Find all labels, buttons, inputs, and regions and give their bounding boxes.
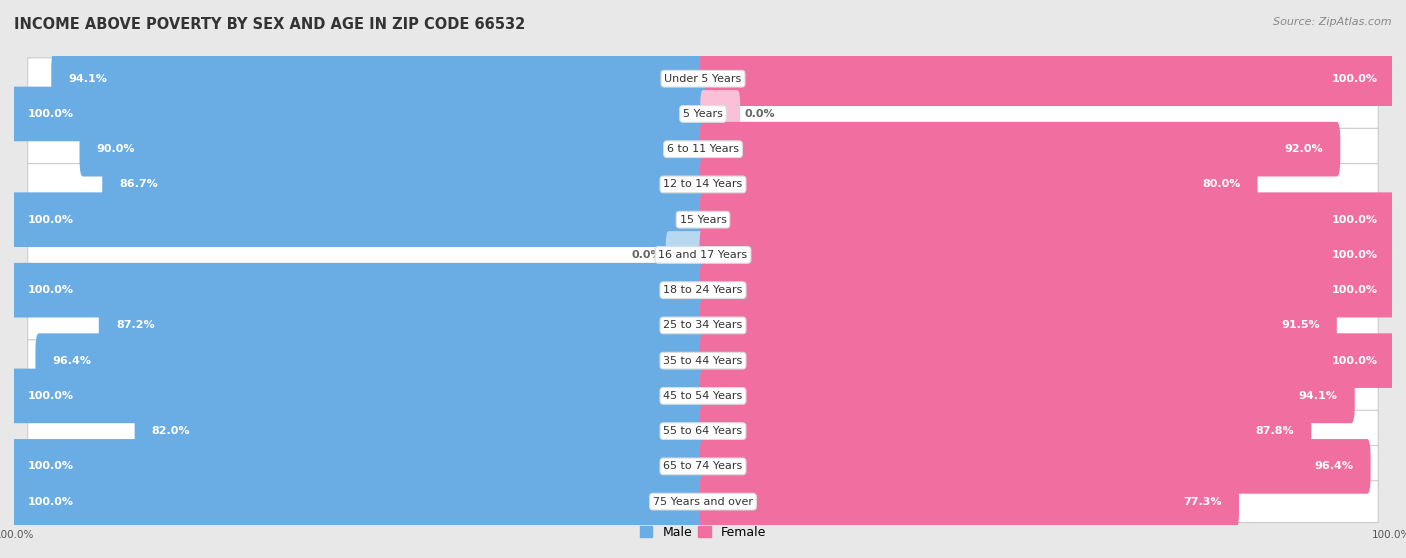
Text: 100.0%: 100.0% [28,391,75,401]
Text: 55 to 64 Years: 55 to 64 Years [664,426,742,436]
Text: 100.0%: 100.0% [28,285,75,295]
FancyBboxPatch shape [28,234,1378,276]
Text: 0.0%: 0.0% [631,250,662,260]
FancyBboxPatch shape [80,122,706,176]
Text: Under 5 Years: Under 5 Years [665,74,741,84]
FancyBboxPatch shape [28,58,1378,99]
FancyBboxPatch shape [28,93,1378,135]
Text: 92.0%: 92.0% [1285,144,1323,154]
FancyBboxPatch shape [700,263,1395,318]
Text: 100.0%: 100.0% [28,497,75,507]
FancyBboxPatch shape [700,193,1395,247]
Text: 12 to 14 Years: 12 to 14 Years [664,180,742,189]
Text: 25 to 34 Years: 25 to 34 Years [664,320,742,330]
Text: 100.0%: 100.0% [1331,355,1378,365]
Text: 80.0%: 80.0% [1202,180,1240,189]
FancyBboxPatch shape [700,404,1312,459]
Text: 82.0%: 82.0% [152,426,190,436]
FancyBboxPatch shape [11,439,706,494]
FancyBboxPatch shape [28,445,1378,487]
Text: 94.1%: 94.1% [69,74,107,84]
FancyBboxPatch shape [28,340,1378,382]
FancyBboxPatch shape [700,122,1340,176]
FancyBboxPatch shape [98,298,706,353]
FancyBboxPatch shape [28,270,1378,311]
FancyBboxPatch shape [11,193,706,247]
Text: 100.0%: 100.0% [28,215,75,225]
FancyBboxPatch shape [103,157,706,211]
FancyBboxPatch shape [28,163,1378,205]
FancyBboxPatch shape [700,474,1239,529]
FancyBboxPatch shape [28,410,1378,452]
Text: 75 Years and over: 75 Years and over [652,497,754,507]
Text: 96.4%: 96.4% [52,355,91,365]
FancyBboxPatch shape [28,199,1378,240]
Text: 87.8%: 87.8% [1256,426,1294,436]
FancyBboxPatch shape [28,128,1378,170]
Text: 90.0%: 90.0% [97,144,135,154]
FancyBboxPatch shape [700,369,1355,423]
FancyBboxPatch shape [700,157,1257,211]
Legend: Male, Female: Male, Female [636,521,770,544]
FancyBboxPatch shape [35,333,706,388]
FancyBboxPatch shape [11,474,706,529]
Text: 35 to 44 Years: 35 to 44 Years [664,355,742,365]
Text: 86.7%: 86.7% [120,180,159,189]
FancyBboxPatch shape [666,231,706,278]
FancyBboxPatch shape [51,51,706,106]
FancyBboxPatch shape [700,333,1395,388]
FancyBboxPatch shape [11,86,706,141]
Text: 96.4%: 96.4% [1315,461,1354,472]
Text: 100.0%: 100.0% [1331,285,1378,295]
Text: 94.1%: 94.1% [1299,391,1337,401]
FancyBboxPatch shape [700,51,1395,106]
Text: INCOME ABOVE POVERTY BY SEX AND AGE IN ZIP CODE 66532: INCOME ABOVE POVERTY BY SEX AND AGE IN Z… [14,17,526,32]
Text: 87.2%: 87.2% [117,320,155,330]
Text: 100.0%: 100.0% [1331,215,1378,225]
Text: 91.5%: 91.5% [1281,320,1320,330]
FancyBboxPatch shape [11,369,706,423]
Text: 65 to 74 Years: 65 to 74 Years [664,461,742,472]
Text: 15 Years: 15 Years [679,215,727,225]
FancyBboxPatch shape [28,375,1378,417]
Text: 6 to 11 Years: 6 to 11 Years [666,144,740,154]
Text: 18 to 24 Years: 18 to 24 Years [664,285,742,295]
FancyBboxPatch shape [11,263,706,318]
FancyBboxPatch shape [700,439,1371,494]
FancyBboxPatch shape [700,228,1395,282]
FancyBboxPatch shape [28,305,1378,347]
FancyBboxPatch shape [700,298,1337,353]
FancyBboxPatch shape [700,90,740,138]
Text: Source: ZipAtlas.com: Source: ZipAtlas.com [1274,17,1392,27]
Text: 45 to 54 Years: 45 to 54 Years [664,391,742,401]
Text: 77.3%: 77.3% [1184,497,1222,507]
FancyBboxPatch shape [135,404,706,459]
Text: 100.0%: 100.0% [1331,250,1378,260]
FancyBboxPatch shape [28,481,1378,522]
Text: 16 and 17 Years: 16 and 17 Years [658,250,748,260]
Text: 100.0%: 100.0% [1331,74,1378,84]
Text: 5 Years: 5 Years [683,109,723,119]
Text: 0.0%: 0.0% [744,109,775,119]
Text: 100.0%: 100.0% [28,461,75,472]
Text: 100.0%: 100.0% [28,109,75,119]
